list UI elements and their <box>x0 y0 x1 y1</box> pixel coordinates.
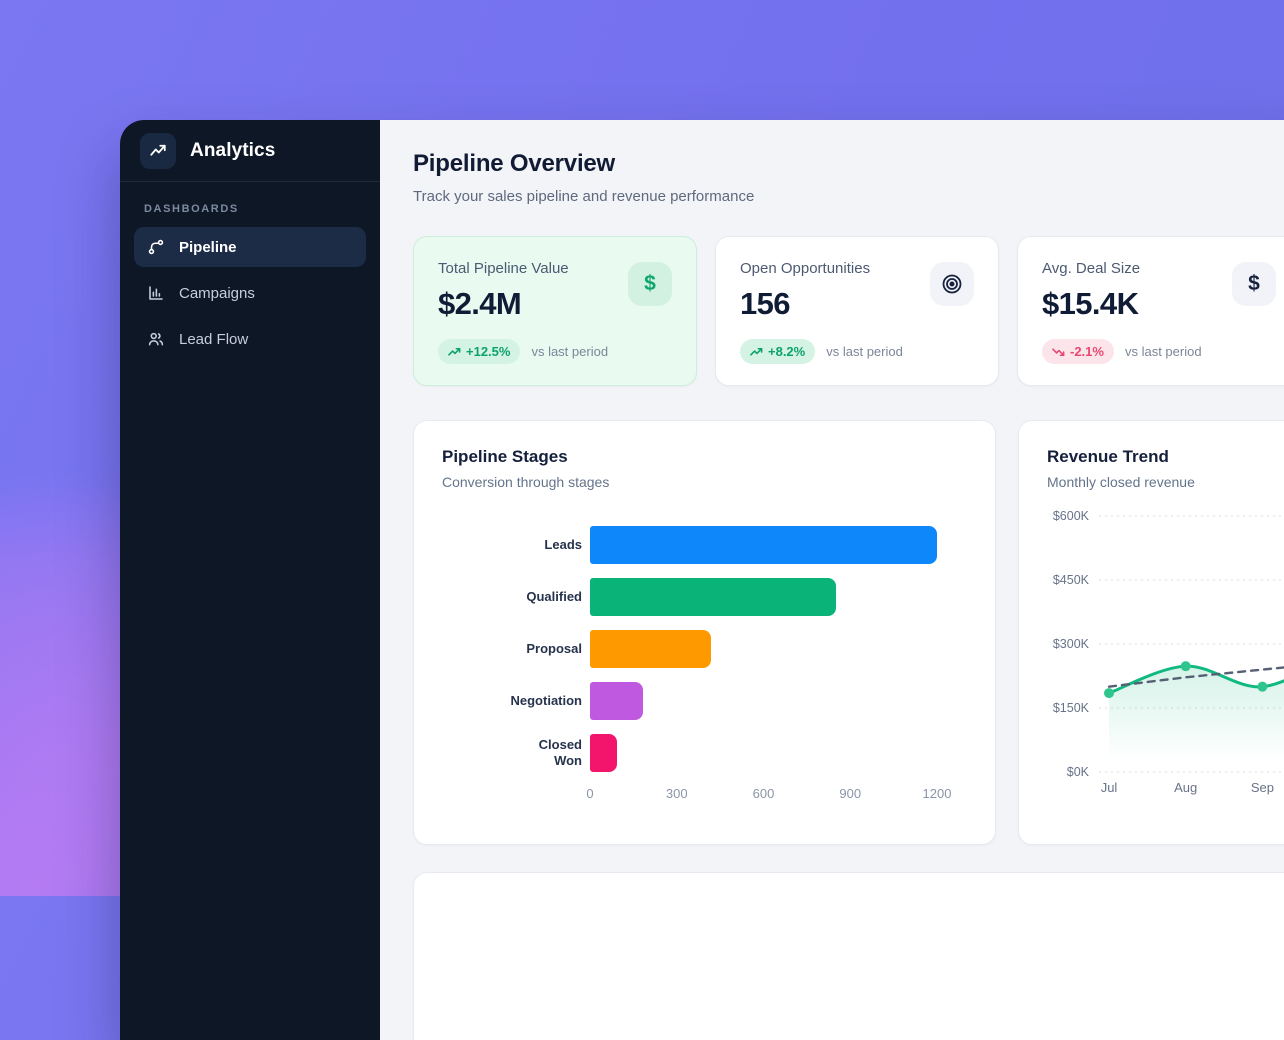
compare-label: vs last period <box>826 344 903 359</box>
users-icon <box>146 330 166 348</box>
y-tick-label: $150K <box>1052 701 1089 715</box>
bar-row: Qualified <box>442 578 967 616</box>
chart-subtitle: Conversion through stages <box>442 474 610 490</box>
delta-badge: -2.1% <box>1042 339 1114 364</box>
stat-value: 156 <box>740 286 791 321</box>
sidebar-item-lead-flow[interactable]: Lead Flow <box>134 319 366 359</box>
bar-negotiation[interactable] <box>590 682 644 720</box>
revenue-area-fill <box>1109 666 1284 772</box>
app-window: Analytics DASHBOARDS Pipeline <box>120 120 1284 1040</box>
y-tick-label: $300K <box>1052 637 1089 651</box>
stat-label: Open Opportunities <box>740 260 871 277</box>
charts-row: Pipeline Stages Conversion through stage… <box>413 420 1284 845</box>
trend-line <box>1107 666 1284 688</box>
revenue-point[interactable] <box>1257 681 1268 692</box>
stat-value: $15.4K <box>1042 286 1139 321</box>
bar-category-label: Closed Won <box>538 737 582 768</box>
bar-category-label: Leads <box>544 537 582 553</box>
line-chart-y-axis: $600K $450K $300K $150K $0K <box>1047 509 1099 779</box>
delta-value: +12.5% <box>466 344 511 359</box>
dollar-icon: $ <box>1232 262 1276 306</box>
delta-badge: +12.5% <box>438 339 521 364</box>
y-tick-label: $0K <box>1066 765 1089 779</box>
sidebar-nav: DASHBOARDS Pipeline Campaigns <box>120 182 380 386</box>
bar-category-label: Negotiation <box>510 693 583 709</box>
main-content: Pipeline Overview Track your sales pipel… <box>380 120 1284 1040</box>
sidebar-item-pipeline[interactable]: Pipeline <box>134 227 366 267</box>
sidebar-header: Analytics <box>120 120 380 182</box>
stat-card-total-pipeline-value: Total Pipeline Value $2.4M $ +12.5% vs l… <box>413 236 697 386</box>
bar-proposal[interactable] <box>590 630 712 668</box>
sidebar-item-campaigns[interactable]: Campaigns <box>134 273 366 313</box>
compare-label: vs last period <box>1124 344 1202 359</box>
sidebar-item-label: Lead Flow <box>179 330 249 348</box>
revenue-line <box>1107 664 1284 695</box>
bar-leads[interactable] <box>590 526 937 564</box>
bar-category-label: Proposal <box>526 641 582 657</box>
x-tick-label: Aug <box>1174 780 1198 795</box>
stat-cards-row: Total Pipeline Value $2.4M $ +12.5% vs l… <box>413 236 1284 386</box>
bar-row: Negotiation <box>442 682 967 720</box>
stat-card-avg-deal-size: Avg. Deal Size $15.4K $ -2.1% vs last pe… <box>1017 236 1284 386</box>
y-tick-label: $600K <box>1052 509 1089 523</box>
bar-row: Proposal <box>442 630 967 668</box>
pipeline-stages-bar-chart: Leads Qualified Proposal Negotiation Closed … <box>442 526 967 772</box>
x-tick-label: Jul <box>1100 780 1118 795</box>
bar-category-label: Qualified <box>526 589 582 605</box>
route-icon <box>146 238 166 256</box>
app-title: Analytics <box>190 139 276 161</box>
bottom-card <box>413 872 1284 1040</box>
bar-chart-x-axis: 0 300 600 900 1200 <box>586 786 951 804</box>
x-tick-label: 900 <box>839 786 862 801</box>
page-subtitle: Track your sales pipeline and revenue pe… <box>413 188 755 205</box>
chart-title: Pipeline Stages <box>442 447 568 466</box>
x-tick-label: Sep <box>1250 780 1274 795</box>
analytics-logo-icon <box>140 132 176 169</box>
chart-subtitle: Monthly closed revenue <box>1047 474 1195 490</box>
revenue-point[interactable] <box>1180 661 1191 672</box>
bar-row: Closed Won <box>442 734 967 772</box>
dollar-icon: $ <box>628 262 672 306</box>
line-chart-x-axis: Jul Aug Sep <box>1099 780 1284 798</box>
sidebar-section-label: DASHBOARDS <box>144 203 239 215</box>
stat-card-open-opportunities: Open Opportunities 156 +8.2% vs last per… <box>715 236 999 386</box>
delta-value: -2.1% <box>1070 344 1104 359</box>
revenue-point[interactable] <box>1104 688 1114 699</box>
bar-row: Leads <box>442 526 967 564</box>
stat-label: Avg. Deal Size <box>1042 260 1141 277</box>
bar-closed-won[interactable] <box>590 734 618 772</box>
revenue-trend-line-chart <box>1099 515 1284 773</box>
chart-title: Revenue Trend <box>1047 447 1169 466</box>
sidebar: Analytics DASHBOARDS Pipeline <box>120 120 380 1040</box>
delta-badge: +8.2% <box>740 339 816 364</box>
stat-value: $2.4M <box>438 286 522 321</box>
target-icon <box>930 262 974 306</box>
x-tick-label: 1200 <box>922 786 952 801</box>
y-tick-label: $450K <box>1052 573 1089 587</box>
pipeline-stages-card: Pipeline Stages Conversion through stage… <box>413 420 996 845</box>
bar-qualified[interactable] <box>590 578 836 616</box>
page-title: Pipeline Overview <box>413 150 616 177</box>
sidebar-item-label: Pipeline <box>179 238 237 256</box>
bar-chart-icon <box>146 284 166 302</box>
revenue-trend-card: Revenue Trend Monthly closed revenue $60… <box>1018 420 1284 845</box>
x-tick-label: 0 <box>586 786 594 801</box>
delta-value: +8.2% <box>768 344 806 359</box>
x-tick-label: 300 <box>665 786 688 801</box>
compare-label: vs last period <box>531 344 609 359</box>
x-tick-label: 600 <box>752 786 775 801</box>
stat-label: Total Pipeline Value <box>438 260 569 277</box>
sidebar-item-label: Campaigns <box>179 284 255 302</box>
